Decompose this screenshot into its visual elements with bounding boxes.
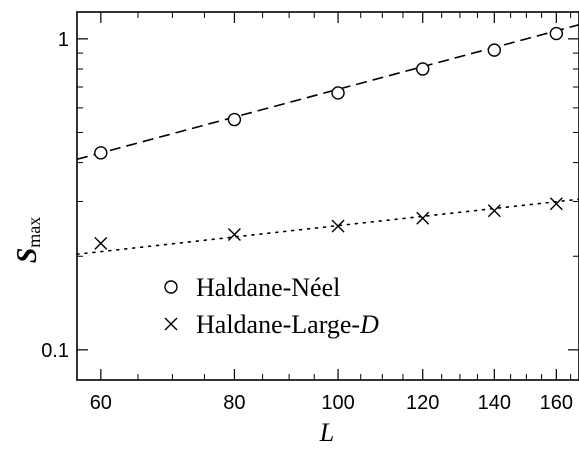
data-point-cross — [487, 204, 501, 218]
data-point-circle — [331, 86, 345, 100]
y-axis-label-sub: max — [24, 217, 44, 248]
data-point-cross — [416, 211, 430, 225]
data-point-cross — [331, 219, 345, 233]
data-point-circle — [487, 43, 502, 57]
data-point-circle — [94, 146, 108, 160]
y-tick-label: 1 — [58, 29, 69, 51]
legend: Haldane-Néel Haldane-Large-D — [164, 273, 379, 339]
plot-frame — [76, 11, 579, 381]
legend-marker-circle — [164, 280, 178, 294]
data-point-cross — [227, 227, 241, 241]
legend-label-haldane-large-d: Haldane-Large-D — [196, 310, 379, 339]
data-point-cross — [549, 197, 563, 211]
legend-label-italic: D — [359, 310, 379, 339]
x-tick-label: 80 — [223, 392, 245, 414]
x-axis-label: L — [319, 418, 334, 447]
y-tick-label: 0.1 — [41, 340, 69, 362]
x-tick-label: 100 — [321, 392, 354, 414]
data-point-circle — [416, 62, 430, 76]
plot-area: 60 80 100 120 140 160 0.1 1 — [41, 11, 579, 414]
legend-marker-cross — [164, 317, 178, 331]
legend-label-prefix: Haldane-Large- — [196, 310, 360, 339]
data-point-cross — [94, 236, 108, 250]
x-tick-label: 160 — [540, 392, 573, 414]
legend-label-haldane-neel: Haldane-Néel — [196, 273, 340, 302]
fit-line-series-0 — [76, 23, 579, 161]
x-tick-label: 60 — [90, 392, 112, 414]
data-point-circle — [227, 112, 242, 127]
y-axis-label: Smax — [12, 217, 44, 264]
fit-line-series-1 — [76, 198, 579, 256]
y-axis-label-main: S — [12, 248, 43, 264]
x-tick-label: 120 — [406, 392, 439, 414]
x-tick-label: 140 — [478, 392, 511, 414]
data-point-circle — [549, 26, 564, 41]
